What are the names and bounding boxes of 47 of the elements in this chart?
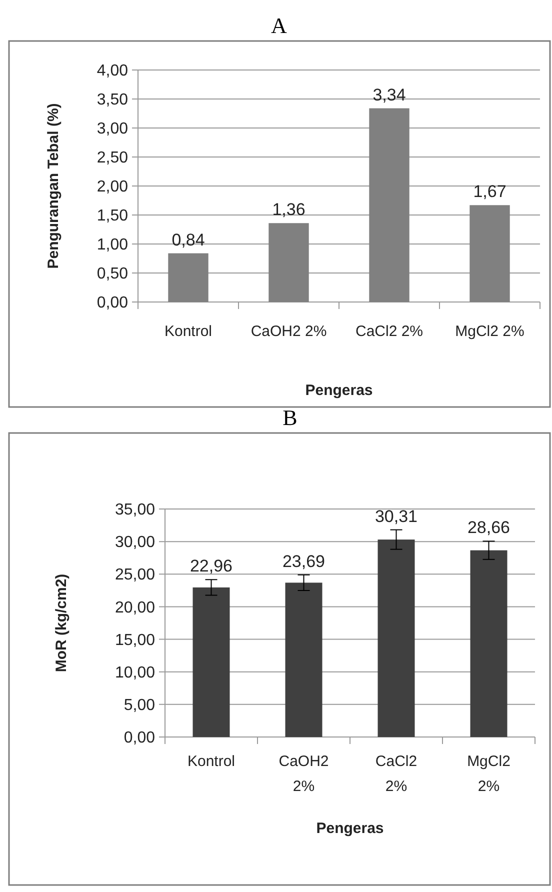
y-tick-label: 3,00 xyxy=(96,120,128,138)
bar xyxy=(168,253,208,302)
y-tick-label: 20,00 xyxy=(114,599,156,616)
x-tick-label: Kontrol xyxy=(187,753,236,770)
y-tick-label: 1,00 xyxy=(96,236,128,254)
y-tick-label: 2,00 xyxy=(96,178,128,196)
x-tick-label: MgCl2 2% xyxy=(455,323,524,340)
data-label: 1,67 xyxy=(473,182,506,202)
y-axis-title: Pengurangan Tebal (%) xyxy=(45,103,62,269)
y-tick-label: 4,00 xyxy=(96,62,128,80)
y-tick-label: 5,00 xyxy=(124,697,156,714)
x-axis-title: Pengeras xyxy=(316,820,384,837)
y-tick-label: 1,50 xyxy=(96,208,128,225)
bar xyxy=(268,223,309,302)
bar xyxy=(470,205,510,302)
bar xyxy=(378,540,415,737)
data-label: 1,36 xyxy=(272,200,306,220)
x-tick-label: Kontrol xyxy=(164,323,212,340)
x-tick-label: CaOH2 2% xyxy=(250,323,327,340)
bar xyxy=(369,108,410,302)
data-label: 30,31 xyxy=(374,506,418,526)
y-tick-label: 10,00 xyxy=(114,664,156,682)
bar xyxy=(192,587,230,737)
y-tick-label: 0,00 xyxy=(96,294,128,312)
data-label: 28,66 xyxy=(467,518,510,538)
data-label: 23,69 xyxy=(282,552,326,571)
y-tick-label: 15,00 xyxy=(114,632,156,649)
chart-title: B xyxy=(282,405,298,430)
y-tick-label: 25,00 xyxy=(114,566,156,584)
x-tick-label: CaCl2 2% xyxy=(355,323,424,340)
x-tick-label: MgCl2 2% xyxy=(467,753,510,795)
x-tick-label: CaCl2 2% xyxy=(375,753,418,795)
y-tick-label: 0,50 xyxy=(96,266,128,283)
y-tick-label: 3,50 xyxy=(96,92,128,109)
y-tick-label: 35,00 xyxy=(114,502,156,519)
chart-title: A xyxy=(271,13,288,38)
data-label: 3,34 xyxy=(372,85,406,104)
bar xyxy=(285,582,322,737)
y-axis-title: MoR (kg/cm2) xyxy=(53,574,70,672)
x-axis-title: Pengeras xyxy=(305,382,373,399)
bar xyxy=(470,550,508,737)
data-label: 22,96 xyxy=(190,556,233,576)
y-tick-label: 30,00 xyxy=(114,534,156,552)
y-tick-label: 0,00 xyxy=(124,730,156,747)
data-label: 0,84 xyxy=(172,230,205,250)
x-tick-label: CaOH2 2% xyxy=(278,753,329,795)
y-tick-label: 2,50 xyxy=(96,150,128,167)
